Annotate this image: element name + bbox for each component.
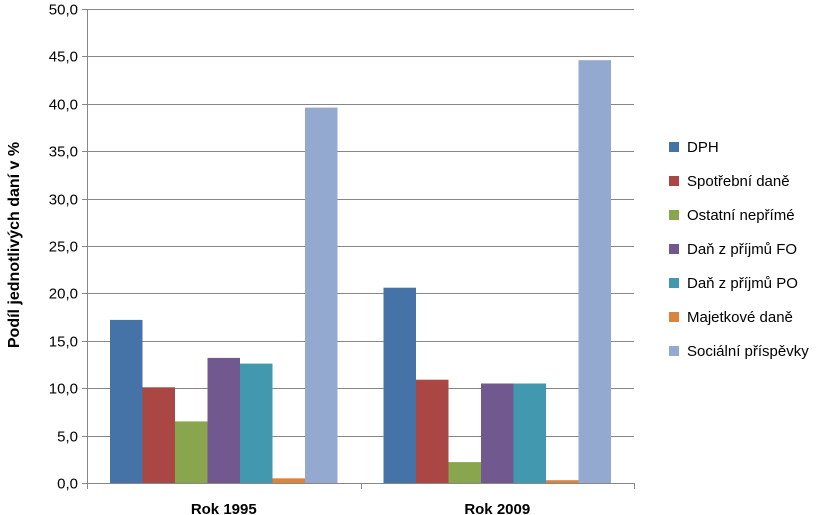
y-tick-label: 15,0 xyxy=(49,334,78,351)
x-category-label: Rok 2009 xyxy=(464,501,530,515)
bar-dph-1 xyxy=(383,287,416,483)
x-category-label: Rok 1995 xyxy=(191,501,257,515)
y-axis-title: Podíl jednotlivých daní v % xyxy=(6,142,23,348)
bar-da-z-p-jm-po-0 xyxy=(240,363,273,483)
legend-label: Majetkové daně xyxy=(687,309,793,326)
legend-label: Sociální příspěvky xyxy=(687,343,809,360)
legend-label: Daň z příjmů FO xyxy=(687,241,797,258)
bar-soci-ln-p-sp-vky-0 xyxy=(305,107,338,483)
legend-swatch xyxy=(669,346,679,356)
y-tick-labels: 0,0 5,0 10,0 15,0 20,0 25,0 30,0 35,0 40,0 45,0 50… xyxy=(49,2,78,493)
y-tick-label: 35,0 xyxy=(49,144,78,161)
legend-swatch xyxy=(669,244,679,254)
y-tick-label: 30,0 xyxy=(49,192,78,209)
bar-spot-ebn-dan--1 xyxy=(416,379,449,483)
legend-swatch xyxy=(669,210,679,220)
y-tick-label: 40,0 xyxy=(49,97,78,114)
y-tick-label: 25,0 xyxy=(49,239,78,256)
x-category-labels: Rok 1995 Rok 2009 xyxy=(191,501,530,515)
bar-dph-0 xyxy=(110,319,143,483)
bar-da-z-p-jm-fo-0 xyxy=(207,357,240,483)
bars xyxy=(110,60,611,483)
bar-spot-ebn-dan--0 xyxy=(142,387,175,483)
legend-swatch xyxy=(669,142,679,152)
legend-swatch xyxy=(669,312,679,322)
legend: DPH Spotřební daně Ostatní nepřímé Daň z př… xyxy=(669,139,809,360)
legend-swatch xyxy=(669,176,679,186)
y-tick-label: 20,0 xyxy=(49,286,78,303)
axes xyxy=(87,9,635,489)
bar-soci-ln-p-sp-vky-1 xyxy=(578,60,611,483)
bar-da-z-p-jm-po-1 xyxy=(513,383,546,483)
legend-label: Ostatní nepřímé xyxy=(687,207,795,224)
y-tick-label: 50,0 xyxy=(49,2,78,19)
y-tick-label: 10,0 xyxy=(49,381,78,398)
bar-ostatn-nep-m--0 xyxy=(175,421,208,483)
y-tick-label: 5,0 xyxy=(57,429,78,446)
bar-majetkov-dan--1 xyxy=(546,480,579,483)
legend-label: Daň z příjmů PO xyxy=(687,275,798,292)
bar-da-z-p-jm-fo-1 xyxy=(481,383,514,483)
legend-label: DPH xyxy=(687,139,719,156)
bar-ostatn-nep-m--1 xyxy=(448,462,481,483)
y-tick-label: 0,0 xyxy=(57,476,78,493)
legend-label: Spotřební daně xyxy=(687,173,790,190)
legend-swatch xyxy=(669,278,679,288)
y-tick-label: 45,0 xyxy=(49,49,78,66)
bar-majetkov-dan--0 xyxy=(272,478,305,483)
